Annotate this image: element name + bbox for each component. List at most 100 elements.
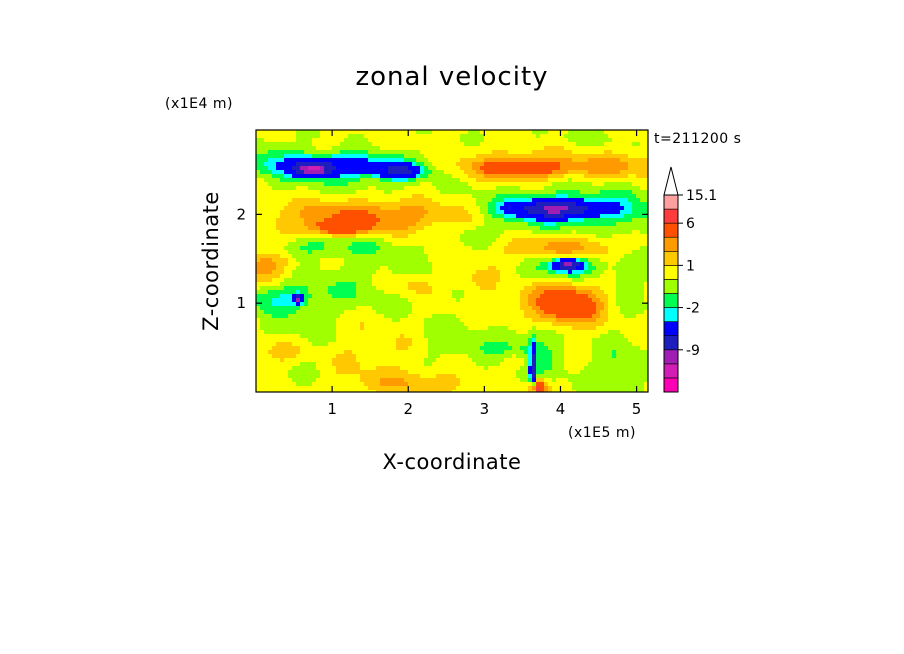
- field-cell: [420, 134, 424, 138]
- field-cell: [480, 230, 484, 234]
- field-cell: [524, 138, 528, 142]
- field-cell: [592, 290, 596, 294]
- field-cell: [268, 194, 272, 198]
- field-cell: [456, 310, 460, 314]
- field-cell: [384, 302, 388, 306]
- field-cell: [480, 138, 484, 142]
- field-cell: [532, 318, 536, 322]
- field-cell: [428, 166, 432, 170]
- field-cell: [360, 234, 364, 238]
- field-cell: [400, 234, 404, 238]
- field-cell: [272, 146, 276, 150]
- field-cell: [428, 242, 432, 246]
- field-cell: [256, 310, 260, 314]
- field-cell: [516, 206, 520, 210]
- field-cell: [304, 306, 308, 310]
- field-cell: [632, 218, 636, 222]
- field-cell: [348, 286, 352, 290]
- field-cell: [428, 130, 432, 134]
- field-cell: [608, 258, 612, 262]
- field-cell: [260, 250, 264, 254]
- field-cell: [524, 130, 528, 134]
- field-cell: [608, 170, 612, 174]
- field-cell: [340, 318, 344, 322]
- field-cell: [272, 290, 276, 294]
- field-cell: [280, 330, 284, 334]
- field-cell: [628, 214, 632, 218]
- field-cell: [360, 326, 364, 330]
- field-cell: [316, 170, 320, 174]
- field-cell: [428, 302, 432, 306]
- field-cell: [572, 234, 576, 238]
- field-cell: [560, 238, 564, 242]
- field-cell: [472, 234, 476, 238]
- field-cell: [528, 238, 532, 242]
- field-cell: [296, 278, 300, 282]
- field-cell: [432, 154, 436, 158]
- field-cell: [620, 298, 624, 302]
- field-cell: [404, 158, 408, 162]
- field-cell: [484, 246, 488, 250]
- field-cell: [424, 250, 428, 254]
- field-cell: [596, 198, 600, 202]
- field-cell: [268, 130, 272, 134]
- field-cell: [380, 174, 384, 178]
- field-cell: [432, 226, 436, 230]
- field-cell: [432, 158, 436, 162]
- field-cell: [448, 302, 452, 306]
- field-cell: [396, 278, 400, 282]
- field-cell: [412, 298, 416, 302]
- field-cell: [424, 318, 428, 322]
- field-cell: [480, 190, 484, 194]
- field-cell: [460, 298, 464, 302]
- field-cell: [540, 234, 544, 238]
- field-cell: [400, 306, 404, 310]
- field-cell: [272, 182, 276, 186]
- field-cell: [392, 150, 396, 154]
- field-cell: [332, 314, 336, 318]
- field-cell: [276, 198, 280, 202]
- field-cell: [324, 202, 328, 206]
- field-cell: [392, 190, 396, 194]
- field-cell: [384, 182, 388, 186]
- field-cell: [296, 238, 300, 242]
- field-cell: [596, 162, 600, 166]
- field-cell: [508, 142, 512, 146]
- field-cell: [372, 286, 376, 290]
- field-cell: [580, 230, 584, 234]
- field-cell: [496, 154, 500, 158]
- field-cell: [436, 190, 440, 194]
- field-cell: [572, 182, 576, 186]
- field-cell: [568, 322, 572, 326]
- field-cell: [512, 146, 516, 150]
- field-cell: [432, 138, 436, 142]
- field-cell: [372, 166, 376, 170]
- field-cell: [332, 134, 336, 138]
- field-cell: [528, 166, 532, 170]
- field-cell: [340, 310, 344, 314]
- field-cell: [564, 314, 568, 318]
- field-cell: [604, 186, 608, 190]
- field-cell: [468, 158, 472, 162]
- field-cell: [524, 154, 528, 158]
- field-cell: [396, 134, 400, 138]
- field-cell: [516, 186, 520, 190]
- field-cell: [348, 226, 352, 230]
- field-cell: [576, 330, 580, 334]
- field-cell: [336, 326, 340, 330]
- field-cell: [280, 310, 284, 314]
- field-cell: [468, 154, 472, 158]
- field-cell: [264, 262, 268, 266]
- field-cell: [272, 202, 276, 206]
- field-cell: [300, 242, 304, 246]
- field-cell: [408, 150, 412, 154]
- field-cell: [488, 202, 492, 206]
- field-cell: [608, 190, 612, 194]
- field-cell: [428, 310, 432, 314]
- field-cell: [384, 230, 388, 234]
- field-cell: [480, 258, 484, 262]
- field-cell: [296, 326, 300, 330]
- field-cell: [544, 326, 548, 330]
- field-cell: [368, 234, 372, 238]
- field-cell: [332, 326, 336, 330]
